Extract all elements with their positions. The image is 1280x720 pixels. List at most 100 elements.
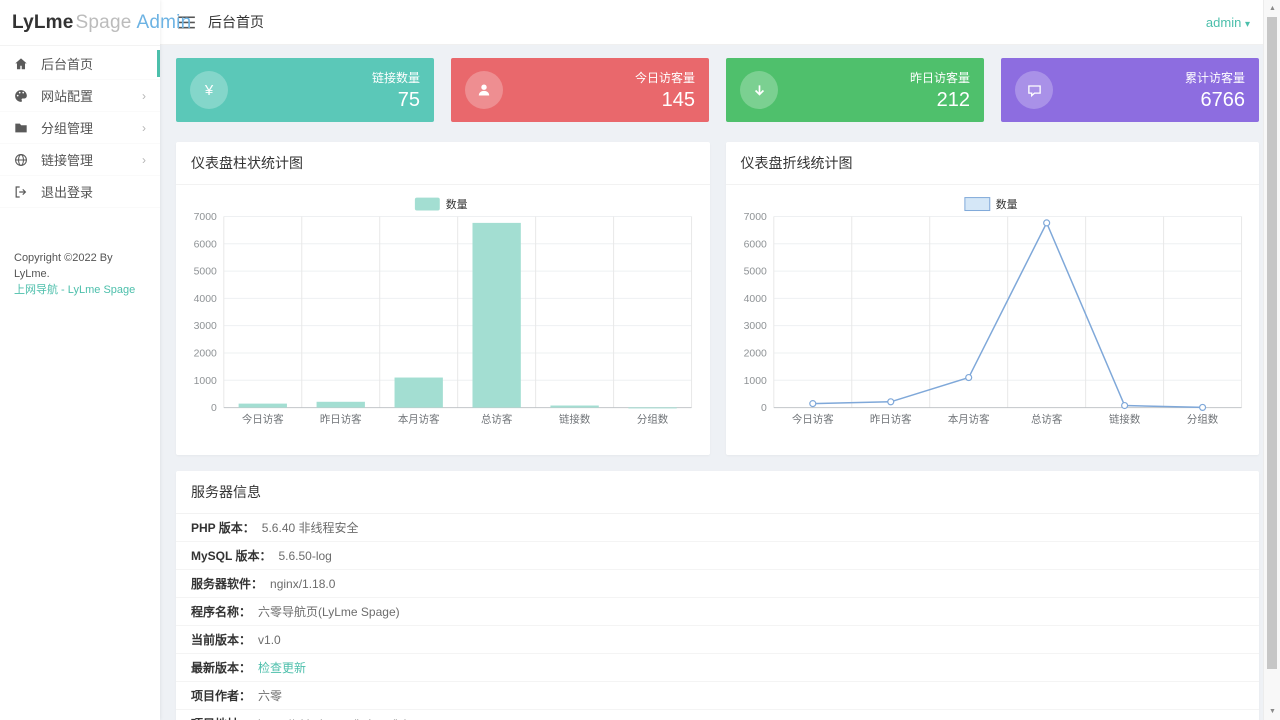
svg-text:3000: 3000 — [743, 321, 766, 332]
home-icon — [14, 57, 30, 71]
svg-text:1000: 1000 — [743, 376, 766, 387]
admin-username: admin — [1205, 14, 1242, 30]
row-label: 服务器软件： — [191, 577, 264, 591]
svg-text:7000: 7000 — [743, 212, 766, 223]
sidebar-item-logout[interactable]: 退出登录 — [0, 176, 160, 208]
row-value: 六零导航页(LyLme Spage) — [258, 605, 400, 619]
svg-text:今日访客: 今日访客 — [791, 413, 833, 426]
server-info-row-program: 程序名称： 六零导航页(LyLme Spage) — [176, 598, 1259, 626]
svg-text:5000: 5000 — [743, 267, 766, 278]
svg-text:数量: 数量 — [995, 198, 1017, 211]
vertical-scrollbar: ▲ ▼ — [1263, 0, 1280, 720]
server-info-rows: PHP 版本： 5.6.40 非线程安全 MySQL 版本： 5.6.50-lo… — [176, 514, 1259, 720]
row-value: 5.6.40 非线程安全 — [261, 521, 359, 535]
stat-value: 145 — [661, 88, 695, 111]
line-chart-title: 仪表盘折线统计图 — [725, 142, 1259, 185]
admin-dropdown[interactable]: admin ▾ — [1206, 15, 1250, 30]
bar-chart: 0 1000 2000 3000 4000 5000 6000 7000 今日访客 昨日访客 本月访… — [176, 185, 710, 455]
row-value: v1.0 — [258, 632, 281, 647]
svg-text:2000: 2000 — [194, 348, 217, 359]
svg-text:分组数: 分组数 — [637, 413, 669, 426]
svg-text:昨日访客: 昨日访客 — [869, 413, 911, 426]
svg-text:4000: 4000 — [743, 294, 766, 305]
svg-text:7000: 7000 — [194, 212, 217, 223]
server-info-row-software: 服务器软件： nginx/1.18.0 — [176, 570, 1259, 598]
folder-icon — [14, 121, 30, 135]
row-label: 当前版本： — [191, 633, 252, 647]
server-info-row-current-version: 当前版本： v1.0 — [176, 626, 1259, 654]
bar-chart-title: 仪表盘柱状统计图 — [176, 142, 710, 185]
check-update-link[interactable]: 检查更新 — [258, 661, 307, 675]
scroll-up-icon[interactable]: ▲ — [1269, 5, 1276, 12]
hamburger-menu-icon[interactable] — [178, 15, 195, 29]
main-area: 后台首页 admin ▾ ¥ 链接数量 75 今日访客量 145 — [160, 0, 1280, 720]
stat-card-today-visitors: 今日访客量 145 — [451, 58, 709, 122]
server-info-row-latest-version: 最新版本： 检查更新 — [176, 654, 1259, 682]
line-chart: 0 1000 2000 3000 4000 5000 6000 7000 今日访客 昨日访客 本月访… — [726, 185, 1260, 455]
logout-icon — [14, 185, 30, 199]
svg-text:5000: 5000 — [194, 267, 217, 278]
stat-value: 6766 — [1200, 88, 1246, 111]
charts-row: 仪表盘柱状统计图 0 1000 2000 3000 4000 5000 6000 7000 今日… — [176, 142, 1259, 455]
server-info-row-author: 项目作者： 六零 — [176, 682, 1259, 710]
sidebar-item-link-manage[interactable]: 链接管理 › — [0, 144, 160, 176]
svg-text:6000: 6000 — [194, 239, 217, 250]
stat-card-total-visitors: 累计访客量 6766 — [1001, 58, 1259, 122]
svg-text:1000: 1000 — [194, 376, 217, 387]
palette-icon — [14, 89, 30, 103]
server-info-row-repo: 项目地址： https://github.com/LyLme/lylme_spa… — [176, 710, 1259, 720]
sidebar-footer: Copyright ©2022 By LyLme. 上网导航 - LyLme S… — [0, 208, 160, 298]
sidebar-item-label: 链接管理 — [41, 153, 94, 168]
app-logo: LyLme Spage Admin — [0, 0, 191, 46]
globe-icon — [14, 153, 30, 167]
stat-label: 累计访客量 — [1184, 70, 1245, 85]
chevron-right-icon: › — [142, 152, 146, 167]
svg-text:链接数: 链接数 — [559, 413, 591, 426]
svg-text:2000: 2000 — [743, 348, 766, 359]
svg-text:总访客: 总访客 — [1031, 413, 1063, 426]
svg-text:3000: 3000 — [194, 321, 217, 332]
stat-label: 昨日访客量 — [909, 70, 970, 85]
svg-text:0: 0 — [761, 403, 767, 414]
footer-link[interactable]: 上网导航 - LyLme Spage — [14, 284, 136, 296]
svg-text:总访客: 总访客 — [481, 413, 513, 426]
sidebar-item-label: 退出登录 — [41, 185, 94, 200]
sidebar-menu: 后台首页 网站配置 › 分组管理 › 链接管理 › — [0, 48, 160, 208]
svg-text:链接数: 链接数 — [1108, 413, 1140, 426]
server-info-title: 服务器信息 — [176, 471, 1259, 514]
comment-icon — [1015, 71, 1053, 109]
logo-part-admin: Admin — [136, 11, 192, 33]
server-info-row-mysql: MySQL 版本： 5.6.50-log — [176, 542, 1259, 570]
content: ¥ 链接数量 75 今日访客量 145 — [160, 45, 1280, 720]
bar-chart-svg: 0 1000 2000 3000 4000 5000 6000 7000 今日访客 昨日访客 本月访… — [194, 197, 693, 426]
svg-text:昨日访客: 昨日访客 — [320, 413, 362, 426]
row-label: 程序名称： — [191, 605, 252, 619]
scrollbar-thumb[interactable] — [1267, 17, 1277, 669]
stat-cards-row: ¥ 链接数量 75 今日访客量 145 — [176, 58, 1259, 122]
sidebar-item-label: 网站配置 — [41, 89, 94, 104]
row-label: 最新版本： — [191, 661, 252, 675]
sidebar-item-dashboard[interactable]: 后台首页 — [0, 48, 160, 80]
stat-label: 链接数量 — [371, 70, 420, 85]
sidebar-item-label: 后台首页 — [41, 57, 94, 72]
sidebar-item-site-config[interactable]: 网站配置 › — [0, 80, 160, 112]
svg-text:4000: 4000 — [194, 294, 217, 305]
logo-part-spage: Spage — [75, 11, 132, 33]
server-info-row-php: PHP 版本： 5.6.40 非线程安全 — [176, 514, 1259, 542]
svg-text:数量: 数量 — [446, 198, 468, 211]
stat-value: 212 — [936, 88, 970, 111]
stat-card-links: ¥ 链接数量 75 — [176, 58, 434, 122]
line-chart-panel: 仪表盘折线统计图 0 1000 2000 3000 4000 5000 6000 7000 今日… — [725, 142, 1260, 455]
row-label: 项目地址： — [191, 715, 251, 720]
row-label: 项目作者： — [191, 689, 252, 703]
topbar: 后台首页 admin ▾ — [160, 0, 1280, 45]
chevron-right-icon: › — [142, 120, 146, 135]
line-chart-svg: 0 1000 2000 3000 4000 5000 6000 7000 今日访客 昨日访客 本月访… — [743, 197, 1242, 426]
arrow-down-icon — [740, 71, 778, 109]
scroll-down-icon[interactable]: ▼ — [1269, 708, 1276, 715]
row-label: MySQL 版本： — [191, 549, 272, 563]
sidebar: LyLme Spage Admin 后台首页 网站配置 › 分组管理 › — [0, 0, 191, 720]
row-label: PHP 版本： — [191, 521, 255, 535]
svg-text:分组数: 分组数 — [1186, 413, 1218, 426]
sidebar-item-group-manage[interactable]: 分组管理 › — [0, 112, 160, 144]
